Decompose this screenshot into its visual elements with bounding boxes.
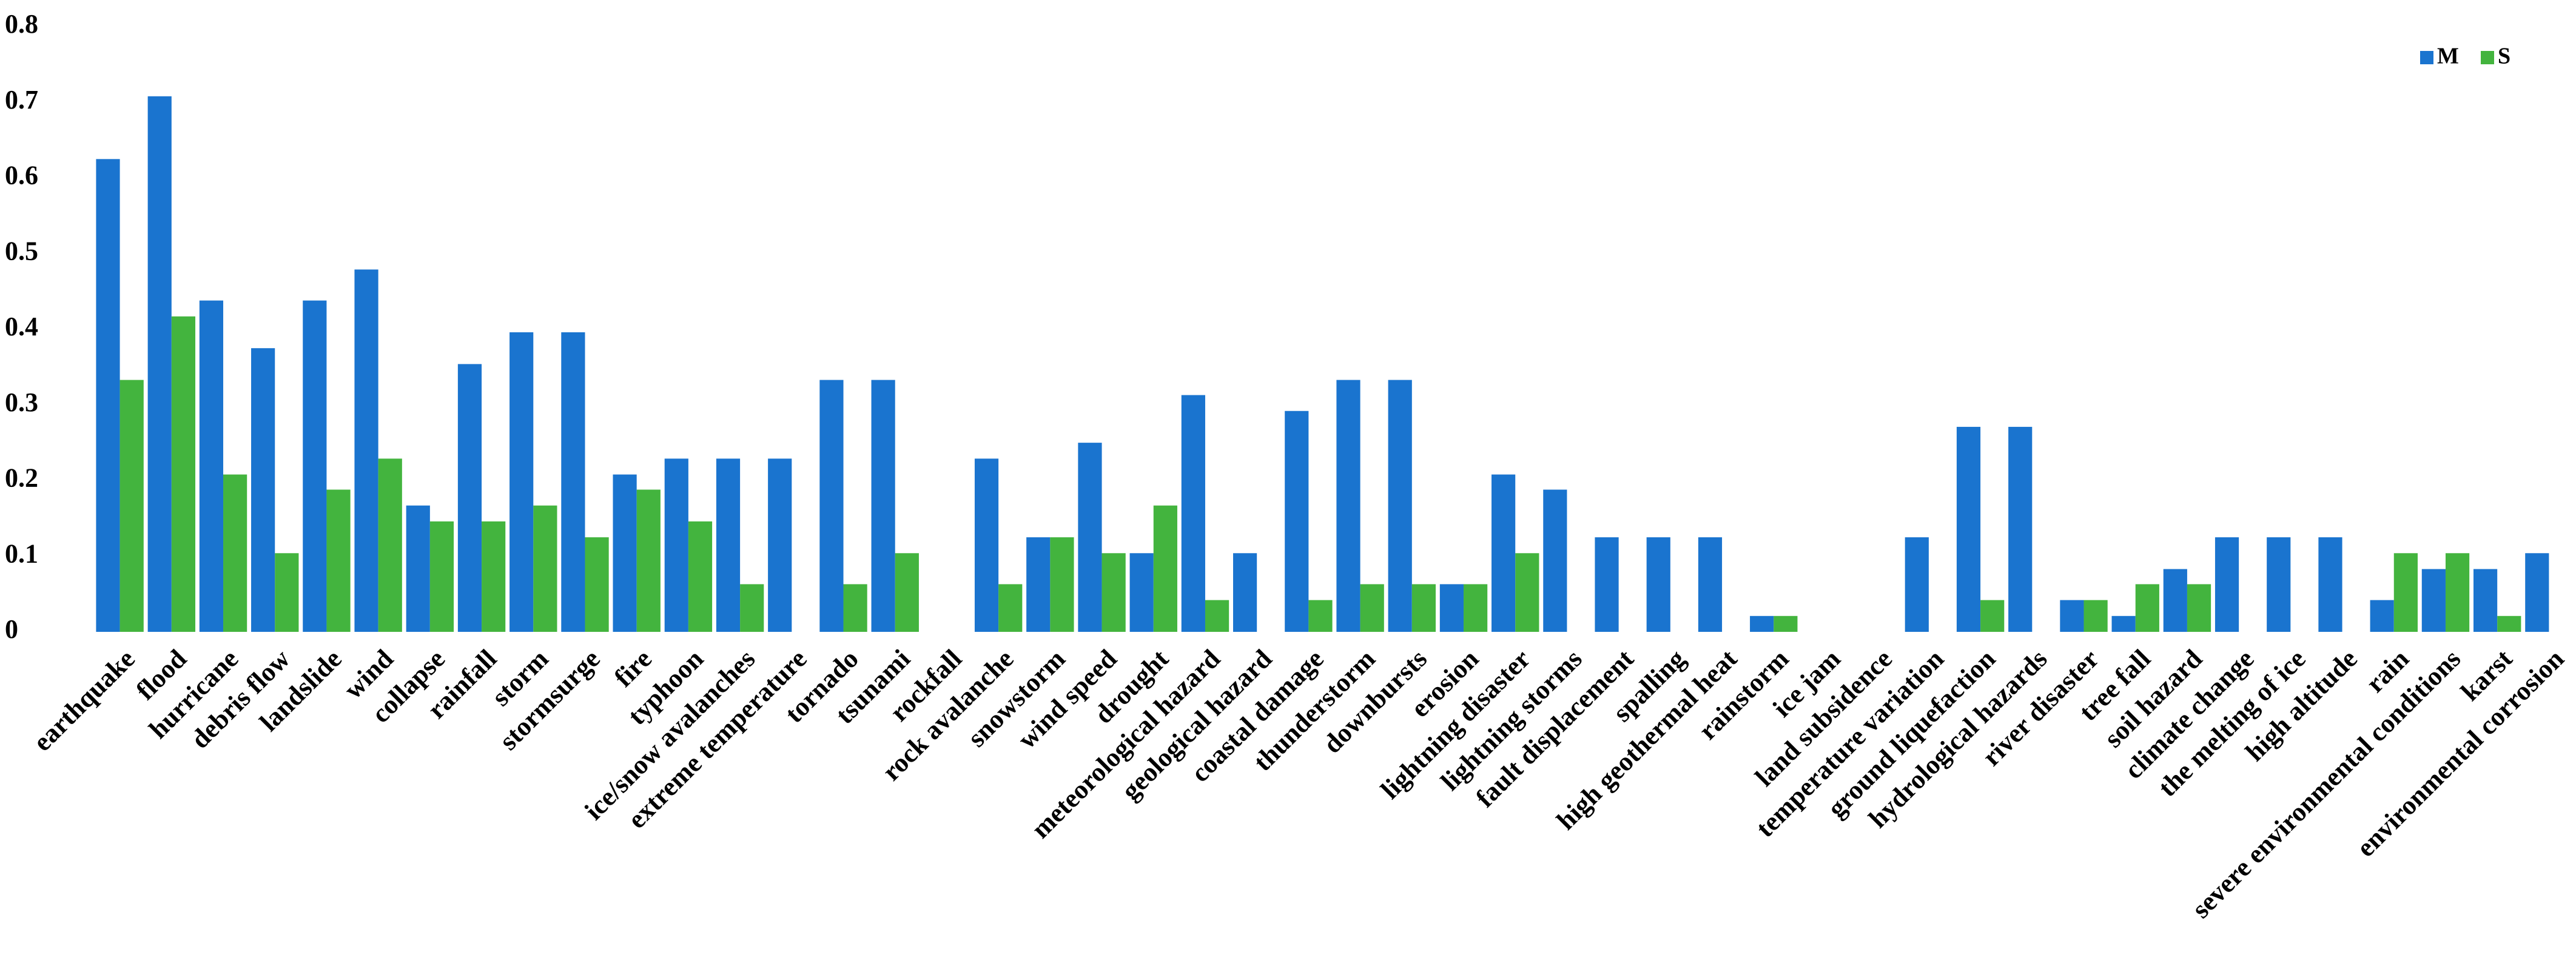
bar [768,458,792,632]
bar [1360,584,1384,632]
y-tick-label: 0 [5,614,18,644]
bar [96,159,120,632]
bar [1233,553,1257,632]
bar [199,300,224,632]
bar [974,458,999,632]
bar [303,300,327,632]
legend-label: S [2498,44,2510,69]
bar [2497,615,2521,632]
bar [1388,380,1412,632]
bar [2267,537,2291,632]
bar [2060,600,2084,632]
bar [2214,537,2239,632]
bar [275,553,299,632]
bar [429,521,454,632]
bar [2445,553,2470,632]
bar [740,584,764,632]
bar [1026,537,1051,632]
bar [1129,553,1154,632]
legend-label: M [2437,44,2459,69]
bar [895,553,919,632]
bar [1515,553,1539,632]
bar [2473,569,2498,632]
bar [1905,537,1929,632]
bar [1980,600,2005,632]
bar [1181,395,1205,632]
bar [1774,615,1798,632]
bar [716,458,741,632]
bar [1050,537,1074,632]
bar [2135,584,2159,632]
bar [533,505,557,632]
bar [1411,584,1436,632]
bar [636,489,661,632]
bar [1956,426,1981,632]
bar [1153,505,1177,632]
bar [2083,600,2108,632]
bar [251,348,275,632]
bar [664,458,688,632]
bar [457,364,482,632]
bar [1646,537,1670,632]
bar [843,584,867,632]
bar [1205,600,1229,632]
bar [1101,553,1126,632]
bar [2163,569,2187,632]
bar [1491,474,1516,632]
bar [1285,411,1309,632]
bar [561,332,585,632]
bar [482,521,506,632]
bar [871,380,895,632]
bar [223,474,247,632]
bar [171,316,196,632]
bar [585,537,609,632]
bar [406,505,430,632]
legend-swatch [2481,51,2494,64]
bar [326,489,351,632]
y-tick-label: 0.6 [5,161,38,190]
bar [2370,600,2394,632]
bar [1336,380,1360,632]
bar [354,269,378,632]
bar [819,380,844,632]
y-tick-label: 0.3 [5,387,38,417]
bar [2318,537,2342,632]
y-tick-label: 0.5 [5,236,38,266]
bar [2187,584,2211,632]
y-tick-label: 0.2 [5,463,38,493]
y-tick-label: 0.8 [5,9,38,39]
bar [2111,615,2136,632]
bar [147,96,172,632]
bar [1698,537,1723,632]
bar [2008,426,2033,632]
bar [2525,553,2549,632]
bar [1078,443,1102,632]
bar [2421,569,2446,632]
bar [1439,584,1464,632]
bar [2393,553,2418,632]
bar [1543,489,1567,632]
bar [1595,537,1619,632]
bar [1464,584,1488,632]
legend-swatch [2420,51,2433,64]
x-tick-label: earthquake [27,644,141,757]
bar [509,332,534,632]
bar [688,521,713,632]
bar [119,380,144,632]
y-tick-label: 0.4 [5,312,38,341]
bar [1750,615,1774,632]
bar [378,458,402,632]
y-tick-label: 0.1 [5,538,38,568]
bar [1308,600,1333,632]
bar [998,584,1023,632]
bar [613,474,637,632]
y-tick-label: 0.7 [5,85,38,115]
